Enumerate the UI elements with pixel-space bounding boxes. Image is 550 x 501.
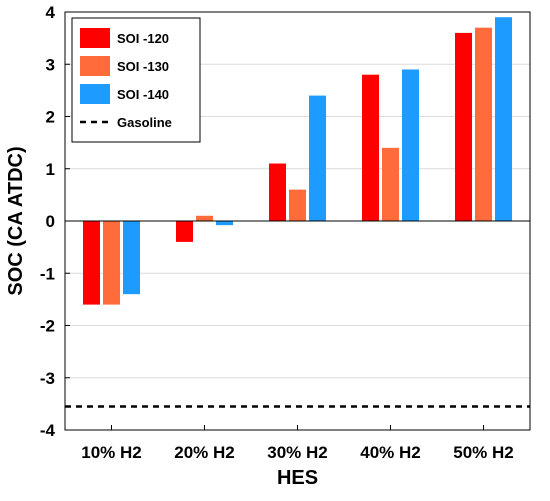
legend-label-1: SOI -120 xyxy=(117,31,169,46)
bar-3-2 xyxy=(216,221,233,226)
x-tick-label: 30% H2 xyxy=(267,443,327,462)
bar-1-4 xyxy=(362,74,379,221)
bar-1-2 xyxy=(176,221,193,242)
legend-label-3: SOI -140 xyxy=(117,87,169,102)
y-axis-title: SOC (CA ATDC) xyxy=(5,146,27,295)
x-tick-label: 20% H2 xyxy=(174,443,234,462)
legend-swatch-1 xyxy=(80,28,110,48)
x-tick-label: 40% H2 xyxy=(360,443,420,462)
legend-swatch-2 xyxy=(80,56,110,76)
y-tick-label: -4 xyxy=(40,421,56,440)
y-tick-label: 1 xyxy=(46,160,55,179)
bar-1-5 xyxy=(455,32,472,222)
legend-label-gasoline: Gasoline xyxy=(117,115,172,130)
bar-1-3 xyxy=(269,163,286,221)
y-tick-label: 2 xyxy=(46,108,55,127)
x-tick-label: 50% H2 xyxy=(453,443,513,462)
bar-3-3 xyxy=(309,95,326,221)
bar-2-3 xyxy=(289,189,306,221)
y-tick-label: 3 xyxy=(46,55,55,74)
bar-3-1 xyxy=(123,221,140,295)
y-tick-label: 4 xyxy=(46,3,56,22)
x-tick-label: 10% H2 xyxy=(81,443,141,462)
bar-1-1 xyxy=(83,221,100,305)
bar-3-5 xyxy=(495,17,512,221)
y-tick-label: -2 xyxy=(40,317,55,336)
bar-2-5 xyxy=(475,27,492,221)
legend-swatch-3 xyxy=(80,84,110,104)
bar-2-4 xyxy=(382,147,399,221)
y-tick-label: -1 xyxy=(40,264,55,283)
y-tick-label: 0 xyxy=(46,212,55,231)
y-tick-label: -3 xyxy=(40,369,55,388)
bar-2-2 xyxy=(196,215,213,221)
x-axis-title: HES xyxy=(277,467,318,489)
bar-3-4 xyxy=(402,69,419,221)
legend-label-2: SOI -130 xyxy=(117,59,169,74)
bar-2-1 xyxy=(103,221,120,305)
